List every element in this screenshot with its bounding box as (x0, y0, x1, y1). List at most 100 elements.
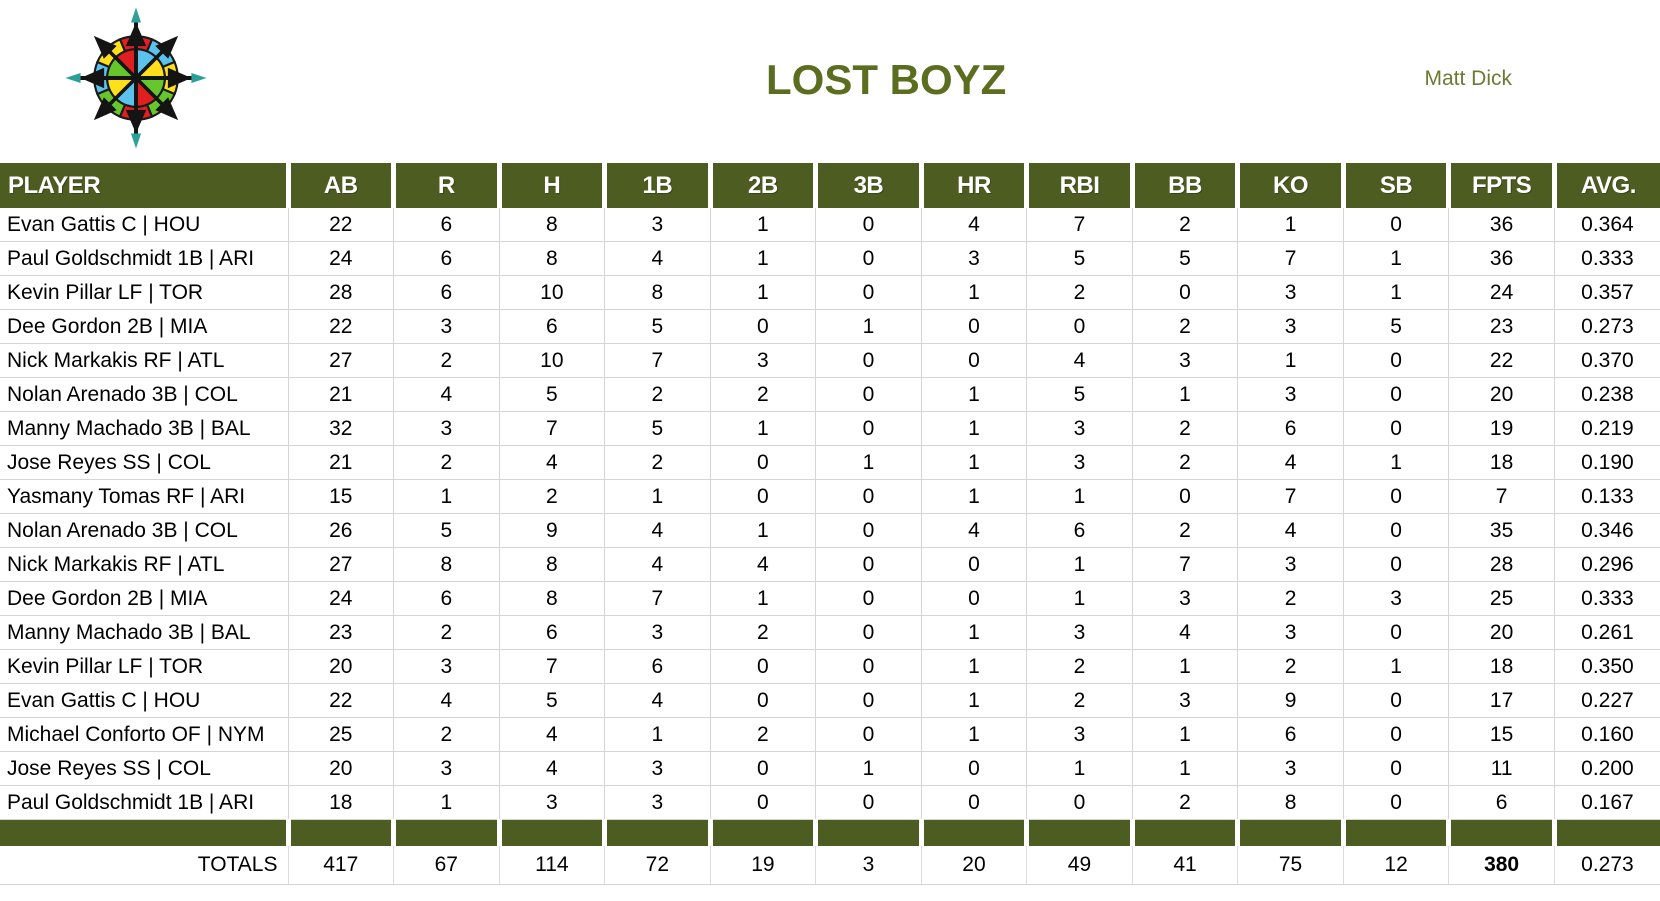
stat-cell[interactable]: 0 (710, 785, 817, 820)
stat-cell[interactable]: 0.346 (1554, 513, 1660, 548)
stat-cell[interactable]: 0 (710, 649, 817, 684)
stat-cell[interactable]: 5 (499, 683, 606, 718)
stat-cell[interactable]: 24 (288, 241, 395, 276)
stat-cell[interactable]: 36 (1448, 208, 1555, 242)
stat-cell[interactable]: 0 (815, 479, 922, 514)
stat-cell[interactable]: 1 (710, 581, 817, 616)
stat-cell[interactable]: 2 (1132, 785, 1239, 820)
stat-cell[interactable]: 0 (710, 751, 817, 786)
stat-cell[interactable]: 3 (1237, 751, 1344, 786)
player-cell[interactable]: Manny Machado 3B | BAL (0, 411, 289, 446)
stat-cell[interactable]: 4 (1237, 445, 1344, 480)
stat-cell[interactable]: 0 (1343, 615, 1450, 650)
stat-cell[interactable]: 4 (921, 513, 1028, 548)
stat-cell[interactable]: 0 (1343, 479, 1450, 514)
player-cell[interactable]: Kevin Pillar LF | TOR (0, 649, 289, 684)
stat-cell[interactable]: 8 (499, 241, 606, 276)
stat-cell[interactable]: 4 (1237, 513, 1344, 548)
stat-cell[interactable]: 1 (1132, 751, 1239, 786)
stat-cell[interactable]: 35 (1448, 513, 1555, 548)
stat-cell[interactable]: 21 (288, 445, 395, 480)
stat-cell[interactable]: 0.133 (1554, 479, 1660, 514)
stat-cell[interactable]: 1 (1343, 445, 1450, 480)
stat-cell[interactable]: 3 (1237, 547, 1344, 582)
stat-cell[interactable]: 3 (393, 309, 500, 344)
stat-cell[interactable]: 0.219 (1554, 411, 1660, 446)
stat-cell[interactable]: 5 (1026, 377, 1133, 412)
stat-cell[interactable]: 4 (604, 513, 711, 548)
stat-cell[interactable]: 1 (815, 309, 922, 344)
stat-cell[interactable]: 6 (393, 581, 500, 616)
stat-cell[interactable]: 7 (1237, 479, 1344, 514)
stat-cell[interactable]: 2 (710, 615, 817, 650)
stat-cell[interactable]: 2 (710, 717, 817, 752)
column-header-bb[interactable]: BB (1132, 163, 1241, 208)
stat-cell[interactable]: 4 (499, 445, 606, 480)
stat-cell[interactable]: 3 (604, 751, 711, 786)
stat-cell[interactable]: 3 (1237, 377, 1344, 412)
stat-cell[interactable]: 3 (604, 615, 711, 650)
stat-cell[interactable]: 2 (393, 445, 500, 480)
stat-cell[interactable]: 3 (1237, 275, 1344, 310)
stat-cell[interactable]: 0 (1343, 717, 1450, 752)
stat-cell[interactable]: 0 (921, 785, 1028, 820)
stat-cell[interactable]: 2 (604, 377, 711, 412)
stat-cell[interactable]: 7 (604, 343, 711, 378)
stat-cell[interactable]: 25 (288, 717, 395, 752)
stat-cell[interactable]: 3 (393, 751, 500, 786)
stat-cell[interactable]: 0.296 (1554, 547, 1660, 582)
stat-cell[interactable]: 1 (921, 683, 1028, 718)
stat-cell[interactable]: 0 (815, 241, 922, 276)
stat-cell[interactable]: 4 (1026, 343, 1133, 378)
stat-cell[interactable]: 4 (393, 377, 500, 412)
stat-cell[interactable]: 0 (921, 547, 1028, 582)
stat-cell[interactable]: 4 (499, 751, 606, 786)
stat-cell[interactable]: 3 (921, 241, 1028, 276)
stat-cell[interactable]: 3 (604, 208, 711, 242)
stat-cell[interactable]: 1 (1343, 241, 1450, 276)
stat-cell[interactable]: 0 (1343, 513, 1450, 548)
stat-cell[interactable]: 4 (499, 717, 606, 752)
stat-cell[interactable]: 22 (288, 309, 395, 344)
stat-cell[interactable]: 6 (1448, 785, 1555, 820)
stat-cell[interactable]: 0 (1132, 275, 1239, 310)
stat-cell[interactable]: 28 (1448, 547, 1555, 582)
stat-cell[interactable]: 19 (1448, 411, 1555, 446)
stat-cell[interactable]: 0.370 (1554, 343, 1660, 378)
stat-cell[interactable]: 18 (1448, 445, 1555, 480)
player-cell[interactable]: Jose Reyes SS | COL (0, 751, 289, 786)
stat-cell[interactable]: 3 (604, 785, 711, 820)
stat-cell[interactable]: 6 (1237, 411, 1344, 446)
stat-cell[interactable]: 15 (288, 479, 395, 514)
stat-cell[interactable]: 4 (604, 241, 711, 276)
stat-cell[interactable]: 27 (288, 547, 395, 582)
stat-cell[interactable]: 4 (710, 547, 817, 582)
stat-cell[interactable]: 0 (921, 751, 1028, 786)
stat-cell[interactable]: 8 (393, 547, 500, 582)
stat-cell[interactable]: 1 (1026, 479, 1133, 514)
stat-cell[interactable]: 0.357 (1554, 275, 1660, 310)
stat-cell[interactable]: 23 (288, 615, 395, 650)
stat-cell[interactable]: 0 (815, 547, 922, 582)
stat-cell[interactable]: 2 (1132, 445, 1239, 480)
stat-cell[interactable]: 11 (1448, 751, 1555, 786)
stat-cell[interactable]: 7 (1448, 479, 1555, 514)
player-cell[interactable]: Kevin Pillar LF | TOR (0, 275, 289, 310)
stat-cell[interactable]: 0 (1343, 547, 1450, 582)
player-cell[interactable]: Michael Conforto OF | NYM (0, 717, 289, 752)
stat-cell[interactable]: 1 (921, 479, 1028, 514)
stat-cell[interactable]: 23 (1448, 309, 1555, 344)
stat-cell[interactable]: 0.238 (1554, 377, 1660, 412)
stat-cell[interactable]: 0 (1026, 309, 1133, 344)
stat-cell[interactable]: 0 (1343, 343, 1450, 378)
column-header-avg[interactable]: AVG. (1554, 163, 1660, 208)
stat-cell[interactable]: 3 (1026, 717, 1133, 752)
stat-cell[interactable]: 7 (499, 411, 606, 446)
stat-cell[interactable]: 0 (710, 445, 817, 480)
player-cell[interactable]: Nick Markakis RF | ATL (0, 547, 289, 582)
stat-cell[interactable]: 0 (1343, 683, 1450, 718)
stat-cell[interactable]: 0.273 (1554, 309, 1660, 344)
stat-cell[interactable]: 2 (1026, 275, 1133, 310)
stat-cell[interactable]: 1 (1132, 649, 1239, 684)
stat-cell[interactable]: 1 (1026, 547, 1133, 582)
